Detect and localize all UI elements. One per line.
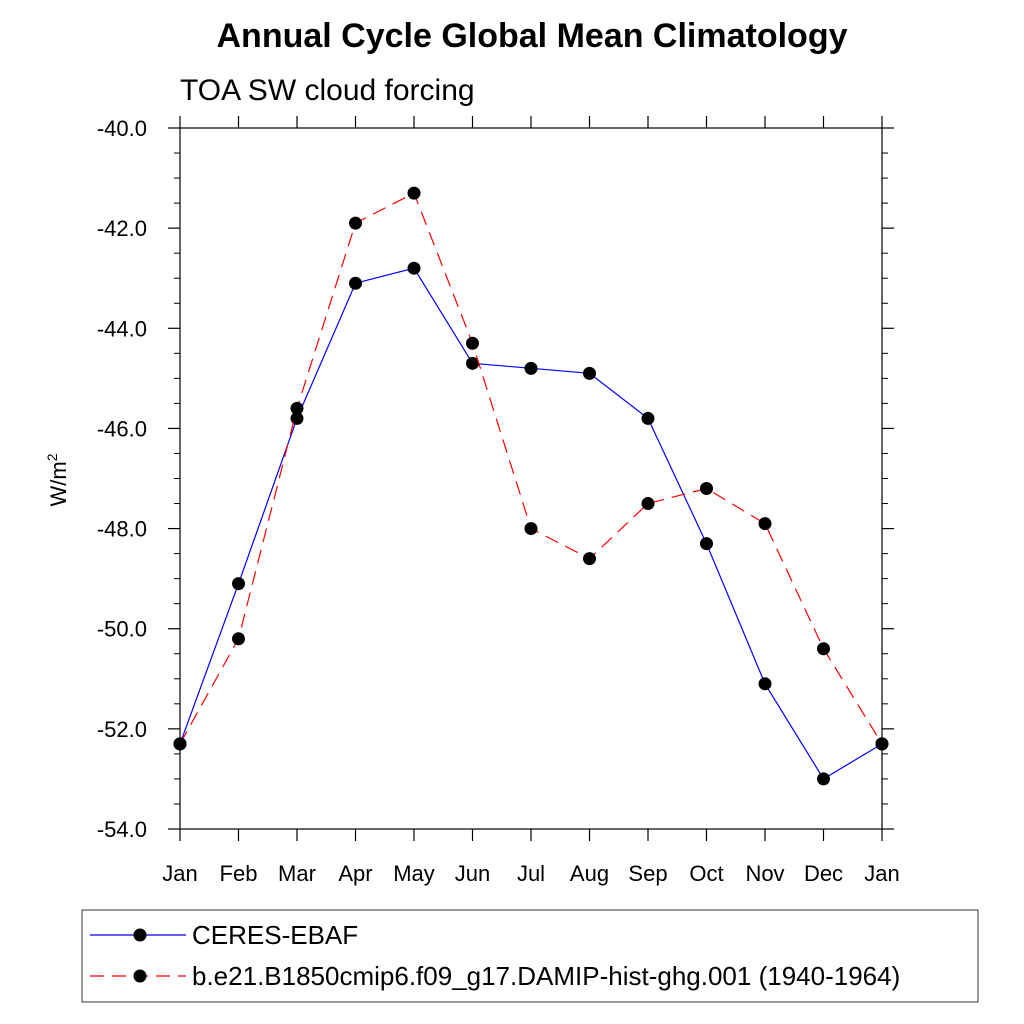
data-point [349, 216, 362, 230]
legend-entry-2: b.e21.B1850cmip6.f09_g17.DAMIP-hist-ghg.… [90, 961, 900, 991]
data-point [232, 577, 245, 591]
data-point [290, 411, 304, 425]
data-point [817, 772, 830, 786]
x-tick-label: Sep [628, 861, 667, 886]
data-point [524, 361, 538, 375]
data-point [758, 517, 772, 531]
series-layer [173, 186, 889, 786]
y-tick-label: -52.0 [97, 717, 147, 742]
x-tick-labels: Jan Feb Mar Apr May Jun Jul Aug Sep Oct Nov Dec Jan [162, 861, 899, 886]
data-point [232, 632, 245, 646]
data-point [641, 411, 655, 425]
x-tick-label: Jan [864, 861, 899, 886]
legend-entry-1: CERES-EBAF [90, 920, 358, 950]
y-tick-label: -50.0 [97, 617, 147, 642]
data-point [700, 482, 713, 496]
data-point [524, 522, 538, 536]
chart-title: Annual Cycle Global Mean Climatology [217, 17, 848, 55]
y-axis-label: W/m2 [44, 453, 71, 506]
legend-box [81, 909, 979, 1003]
legend-marker [133, 928, 147, 942]
series-2 [173, 186, 889, 751]
x-tick-label: May [393, 861, 435, 886]
x-tick-label: Jun [455, 861, 490, 886]
y-tick-label: -44.0 [97, 316, 147, 341]
plot-frame [179, 127, 883, 830]
x-tick-label: Jan [162, 861, 197, 886]
y-tick-label: -46.0 [97, 416, 147, 441]
axis-ticks [168, 116, 894, 841]
legend-label: b.e21.B1850cmip6.f09_g17.DAMIP-hist-ghg.… [192, 961, 900, 991]
data-point [173, 737, 187, 751]
y-tick-label: -42.0 [97, 216, 147, 241]
data-point [407, 186, 421, 200]
data-point [758, 677, 772, 691]
data-point [817, 642, 830, 656]
x-tick-label: Oct [689, 861, 723, 886]
legend-label: CERES-EBAF [192, 920, 358, 950]
x-tick-label: Mar [278, 861, 316, 886]
y-tick-label: -48.0 [97, 517, 147, 542]
data-point [583, 552, 596, 566]
series-line-2 [179, 192, 883, 745]
x-tick-label: Apr [338, 861, 372, 886]
data-point [700, 537, 713, 551]
data-point [349, 276, 362, 290]
data-point [466, 356, 479, 370]
data-point [290, 401, 304, 415]
x-tick-label: Nov [745, 861, 784, 886]
data-point [875, 737, 889, 751]
data-point [466, 336, 479, 350]
legend: CERES-EBAF b.e21.B1850cmip6.f09_g17.DAMIP… [90, 920, 900, 991]
data-point [407, 261, 421, 275]
x-tick-label: Feb [220, 861, 258, 886]
chart-subtitle: TOA SW cloud forcing [180, 74, 475, 107]
legend-marker [133, 969, 147, 983]
x-tick-label: Dec [804, 861, 843, 886]
data-point [641, 497, 655, 511]
x-tick-label: Aug [570, 861, 609, 886]
y-axis-label-exponent: 2 [44, 453, 60, 461]
y-tick-labels: -54.0 -52.0 -50.0 -48.0 -46.0 -44.0 -42.0 -40.0 [97, 116, 147, 842]
series-1 [173, 261, 889, 786]
y-axis-label-unit: W/m [46, 461, 71, 506]
y-tick-label: -54.0 [97, 817, 147, 842]
y-tick-label: -40.0 [97, 116, 147, 141]
data-point [583, 366, 596, 380]
x-tick-label: Jul [517, 861, 545, 886]
